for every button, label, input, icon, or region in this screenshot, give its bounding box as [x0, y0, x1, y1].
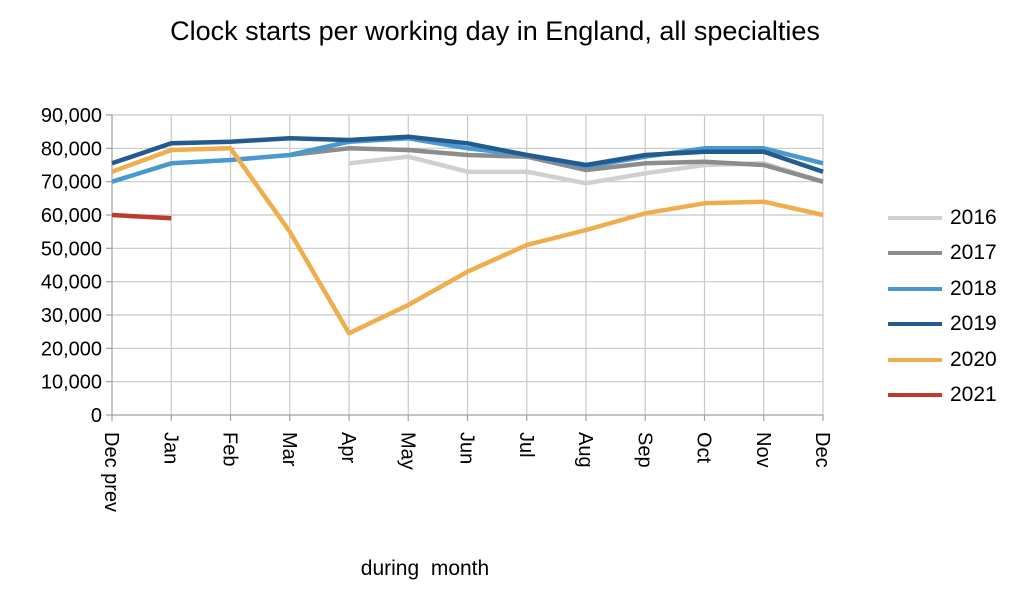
x-tick-label: Dec: [811, 432, 833, 468]
y-tick-label: 20,000: [41, 338, 102, 360]
legend-item: 2016: [888, 200, 1024, 236]
legend-label: 2016: [950, 205, 997, 229]
legend-item: 2020: [888, 342, 1024, 378]
legend-label: 2017: [950, 241, 997, 265]
x-tick-label: Sep: [633, 432, 655, 468]
series-line-2018: [111, 136, 824, 184]
y-tick-label: 40,000: [41, 272, 102, 294]
y-tick-label: 0: [91, 405, 102, 427]
x-tick-label: Feb: [219, 432, 241, 466]
x-tick-label: Aug: [574, 432, 596, 468]
legend-swatch: [888, 357, 942, 362]
x-tick-label: Jul: [515, 432, 537, 458]
x-tick-label: Dec prev: [100, 432, 122, 512]
legend-swatch: [888, 251, 942, 256]
chart-title: Clock starts per working day in England,…: [170, 16, 820, 46]
y-tick-label: 90,000: [41, 105, 102, 127]
legend: 2016 2017 2018 2019 2020 2021: [888, 200, 1024, 413]
x-tick-label: Jun: [456, 432, 478, 464]
legend-label: 2021: [950, 383, 997, 407]
series-line-2020: [111, 146, 824, 336]
y-tick-label: 30,000: [41, 305, 102, 327]
series-lines: [111, 134, 824, 336]
x-tick-labels: Dec prev Jan Feb Mar Apr May Jun Jul Aug Sep Oct No…: [100, 432, 833, 512]
legend-swatch: [888, 215, 942, 220]
legend-swatch: [888, 322, 942, 327]
legend-item: 2017: [888, 236, 1024, 272]
legend-label: 2019: [950, 312, 997, 336]
series-line-2017: [289, 146, 824, 184]
x-tick-label: Mar: [278, 432, 300, 467]
x-tick-label: Jan: [159, 432, 181, 464]
x-axis-label: during month: [360, 557, 490, 580]
x-tick-label: Nov: [752, 432, 774, 468]
series-line-2021: [111, 212, 172, 221]
legend-label: 2020: [950, 347, 997, 371]
y-tick-label: 50,000: [41, 238, 102, 260]
x-tick-label: Oct: [693, 432, 715, 464]
y-tick-labels: 0 10,000 20,000 30,000 40,000 50,000 60,000 70,…: [41, 105, 102, 427]
legend-item: 2021: [888, 378, 1024, 414]
series-line-2019: [111, 134, 824, 174]
y-tick-label: 80,000: [41, 138, 102, 160]
x-tick-label: Apr: [337, 432, 359, 463]
legend-swatch: [888, 286, 942, 291]
x-tick-label: May: [396, 432, 418, 470]
legend-item: 2019: [888, 307, 1024, 343]
axes: [106, 114, 824, 421]
y-tick-label: 70,000: [41, 172, 102, 194]
legend-swatch: [888, 393, 942, 398]
legend-item: 2018: [888, 271, 1024, 307]
y-tick-label: 10,000: [41, 372, 102, 394]
legend-label: 2018: [950, 276, 997, 300]
y-tick-label: 60,000: [41, 205, 102, 227]
